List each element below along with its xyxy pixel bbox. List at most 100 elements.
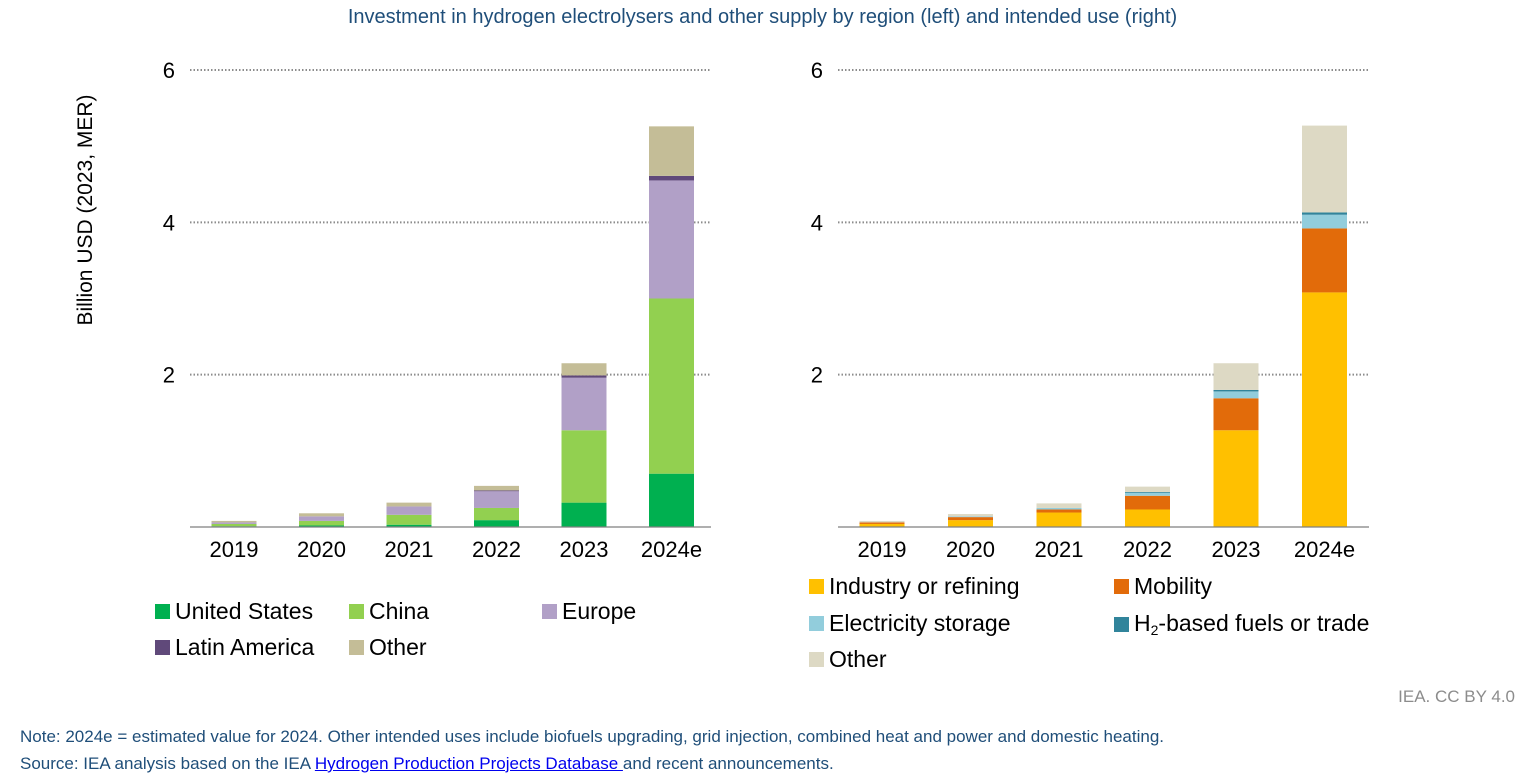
x-tick-label: 2021 — [1035, 537, 1084, 562]
legend-label: H2-based fuels or trade — [1134, 610, 1370, 638]
bar-segment — [649, 298, 694, 474]
bar-segment — [948, 516, 993, 518]
bar-segment — [386, 502, 432, 507]
bar-segment — [561, 377, 607, 431]
bar-segment — [859, 523, 905, 527]
y-tick-label: 2 — [811, 363, 823, 388]
x-tick-label: 2022 — [472, 537, 521, 562]
note-line: Note: 2024e = estimated value for 2024. … — [20, 727, 1164, 746]
x-tick-label: 2019 — [210, 537, 259, 562]
bar-segment — [386, 514, 432, 525]
bar-segment — [649, 180, 694, 299]
bar-segment — [1125, 491, 1170, 493]
legend-label: United States — [175, 598, 314, 624]
legend-item-mobility: Mobility — [1114, 573, 1212, 600]
bar-segment — [211, 523, 257, 527]
bar-segment — [1125, 495, 1170, 510]
bar-segment — [474, 491, 519, 508]
bar-segment — [1302, 125, 1347, 213]
bar-segment — [1302, 292, 1347, 527]
bar-segment — [1213, 430, 1259, 527]
x-tick-label: 2024e — [1294, 537, 1355, 562]
legend-swatch — [155, 604, 170, 619]
bar-segment — [299, 516, 344, 521]
bar-segment — [859, 522, 905, 524]
bar-segment — [1302, 214, 1347, 229]
bar-segment — [561, 430, 607, 503]
bar-segment — [561, 502, 607, 527]
database-link[interactable]: Hydrogen Production Projects Database — [314, 754, 623, 773]
y-tick-label: 4 — [163, 210, 175, 235]
legend-swatch — [1114, 579, 1129, 594]
legend-item-h2-based-fuels: H2-based fuels or trade — [1114, 610, 1369, 638]
credit-label: IEA. CC BY 4.0 — [1398, 687, 1515, 706]
bar-segment — [386, 524, 432, 527]
bar-segment — [1036, 507, 1082, 510]
legend-swatch — [542, 604, 557, 619]
legend-item-europe: Europe — [542, 598, 636, 625]
bar-segment — [1125, 509, 1170, 527]
bar-segment — [561, 375, 607, 378]
bar-segment — [1125, 492, 1170, 496]
x-tick-label: 2024e — [641, 537, 702, 562]
x-tick-label: 2023 — [560, 537, 609, 562]
bar-segment — [1213, 363, 1259, 390]
bar-segment — [649, 175, 694, 181]
legend-swatch — [1114, 616, 1129, 632]
bar-segment — [948, 514, 993, 517]
legend-swatch — [349, 640, 364, 655]
legend-swatch — [809, 652, 824, 667]
legend-label: Electricity storage — [829, 610, 1011, 636]
bar-segment — [1213, 391, 1259, 399]
legend-item-united-states: United States — [155, 598, 313, 625]
bar-segment — [474, 490, 519, 492]
x-tick-label: 2020 — [946, 537, 995, 562]
legend-label: Industry or refining — [829, 573, 1020, 599]
legend-item-other-use: Other — [809, 646, 887, 673]
x-tick-label: 2020 — [297, 537, 346, 562]
bar-segment — [474, 507, 519, 521]
legend-label: Europe — [562, 598, 637, 624]
bar-segment — [649, 473, 694, 527]
bar-segment — [1213, 398, 1259, 431]
bar-segment — [1036, 503, 1082, 508]
legend-swatch — [155, 640, 170, 655]
bar-segment — [1213, 389, 1259, 392]
legend-item-industry-or-refining: Industry or refining — [809, 573, 1019, 600]
legend-item-electricity-storage: Electricity storage — [809, 610, 1011, 637]
bar-segment — [1302, 228, 1347, 293]
legend-label: Latin America — [175, 634, 315, 660]
bar-segment — [299, 513, 344, 517]
bar-segment — [561, 363, 607, 376]
x-tick-label: 2021 — [385, 537, 434, 562]
bar-segment — [1125, 486, 1170, 492]
bar-segment — [649, 126, 694, 176]
y-tick-label: 4 — [811, 210, 823, 235]
bar-segment — [474, 485, 519, 491]
legend-label: China — [369, 598, 430, 624]
bar-segment — [1036, 509, 1082, 513]
y-tick-label: 2 — [163, 363, 175, 388]
legend-label: Other — [369, 634, 427, 660]
bar-segment — [386, 506, 432, 515]
legend-item-other: Other — [349, 634, 427, 661]
bar-segment — [948, 520, 993, 527]
bar-segment — [1036, 512, 1082, 527]
x-tick-label: 2023 — [1212, 537, 1261, 562]
legend-swatch — [809, 616, 824, 631]
legend-label: Other — [829, 646, 887, 672]
x-tick-label: 2022 — [1123, 537, 1172, 562]
legend-label: Mobility — [1134, 573, 1212, 599]
source-line: Source: IEA analysis based on the IEA Hy… — [20, 754, 834, 773]
legend-swatch — [809, 579, 824, 594]
bar-segment — [211, 520, 257, 523]
y-tick-label: 6 — [163, 58, 175, 83]
y-tick-label: 6 — [811, 58, 823, 83]
footnote: Note: 2024e = estimated value for 2024. … — [20, 723, 1164, 777]
bar-segment — [948, 517, 993, 521]
legend-swatch — [349, 604, 364, 619]
bar-segment — [299, 520, 344, 526]
legend-item-china: China — [349, 598, 429, 625]
bar-segment — [474, 520, 519, 527]
